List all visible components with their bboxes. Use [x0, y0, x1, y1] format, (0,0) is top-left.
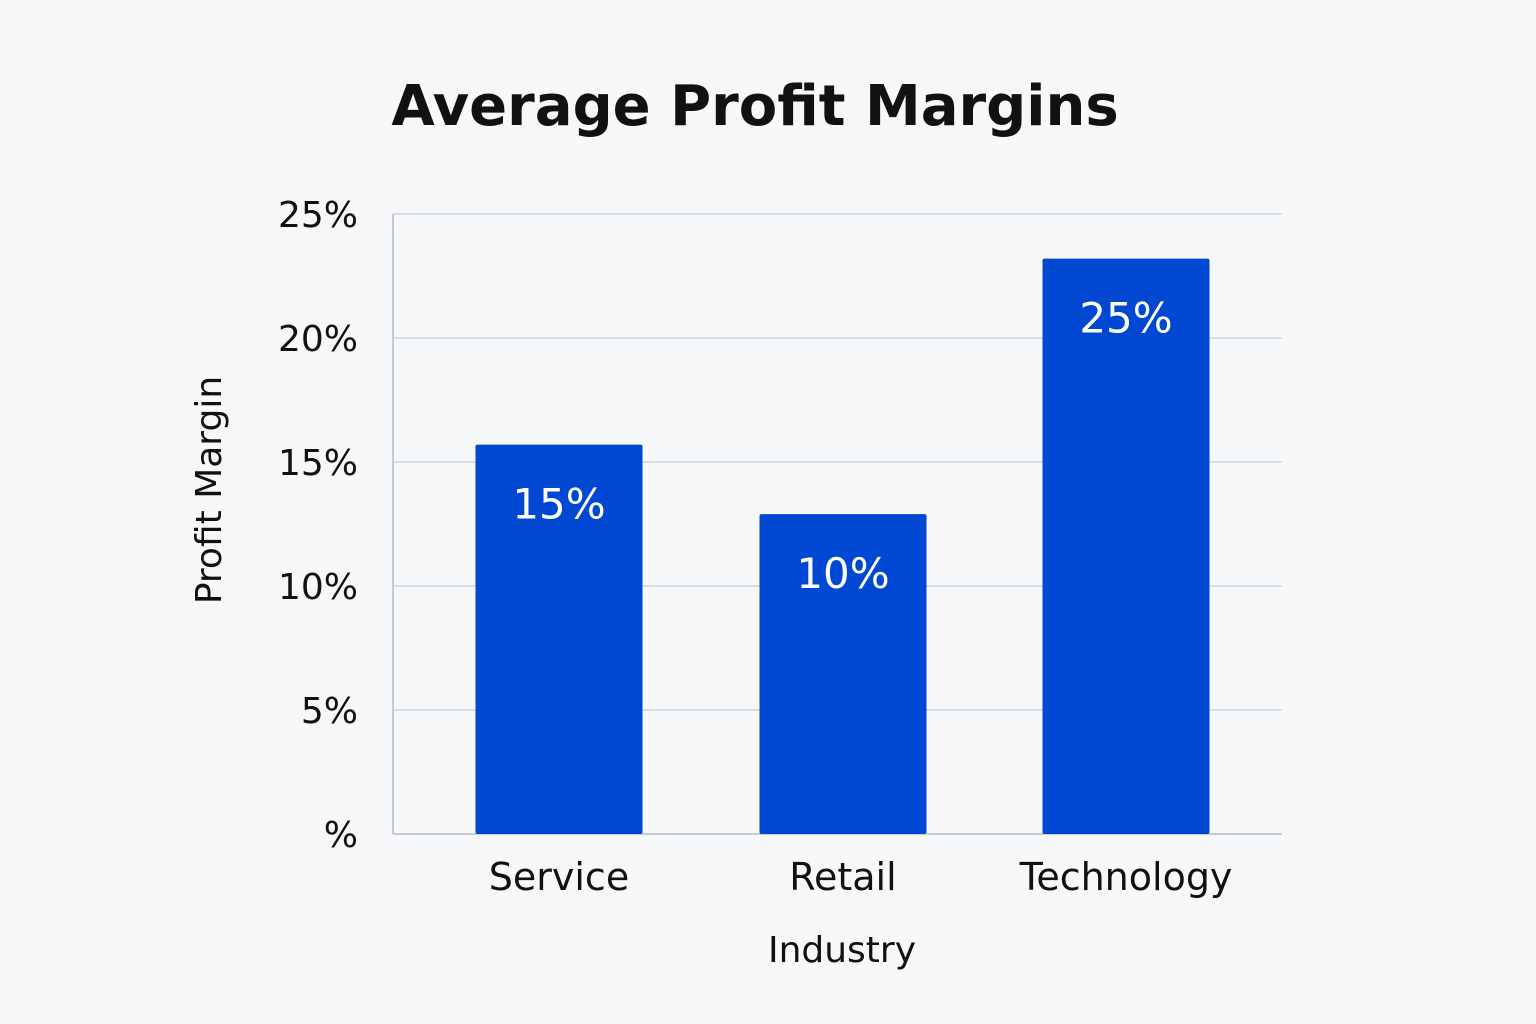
bar-service — [475, 444, 643, 834]
x-axis-categories: Service Retail Technology — [489, 855, 1233, 899]
y-tick-label: 20% — [278, 319, 358, 360]
y-tick-label: 5% — [301, 691, 358, 732]
y-axis-ticks: % 5% 10% 15% 20% 25% — [278, 195, 358, 856]
x-category-label-service: Service — [489, 855, 629, 899]
bar-retail — [759, 514, 927, 834]
bar-value-label-retail: 10% — [796, 549, 889, 598]
x-category-label-technology: Technology — [1019, 855, 1233, 899]
bar-series: 15% 10% 25% — [475, 258, 1210, 834]
x-axis-title: Industry — [768, 930, 916, 971]
y-tick-label: % — [324, 815, 358, 856]
bar-value-label-service: 15% — [512, 480, 605, 529]
y-tick-label: 15% — [278, 443, 358, 484]
bar-technology — [1042, 258, 1210, 834]
x-category-label-retail: Retail — [789, 855, 896, 899]
bar-value-label-technology: 25% — [1079, 294, 1172, 343]
y-axis-title: Profit Margin — [189, 376, 230, 604]
y-tick-label: 10% — [278, 567, 358, 608]
y-tick-label: 25% — [278, 195, 358, 236]
chart-title: Average Profit Margins — [391, 74, 1118, 139]
